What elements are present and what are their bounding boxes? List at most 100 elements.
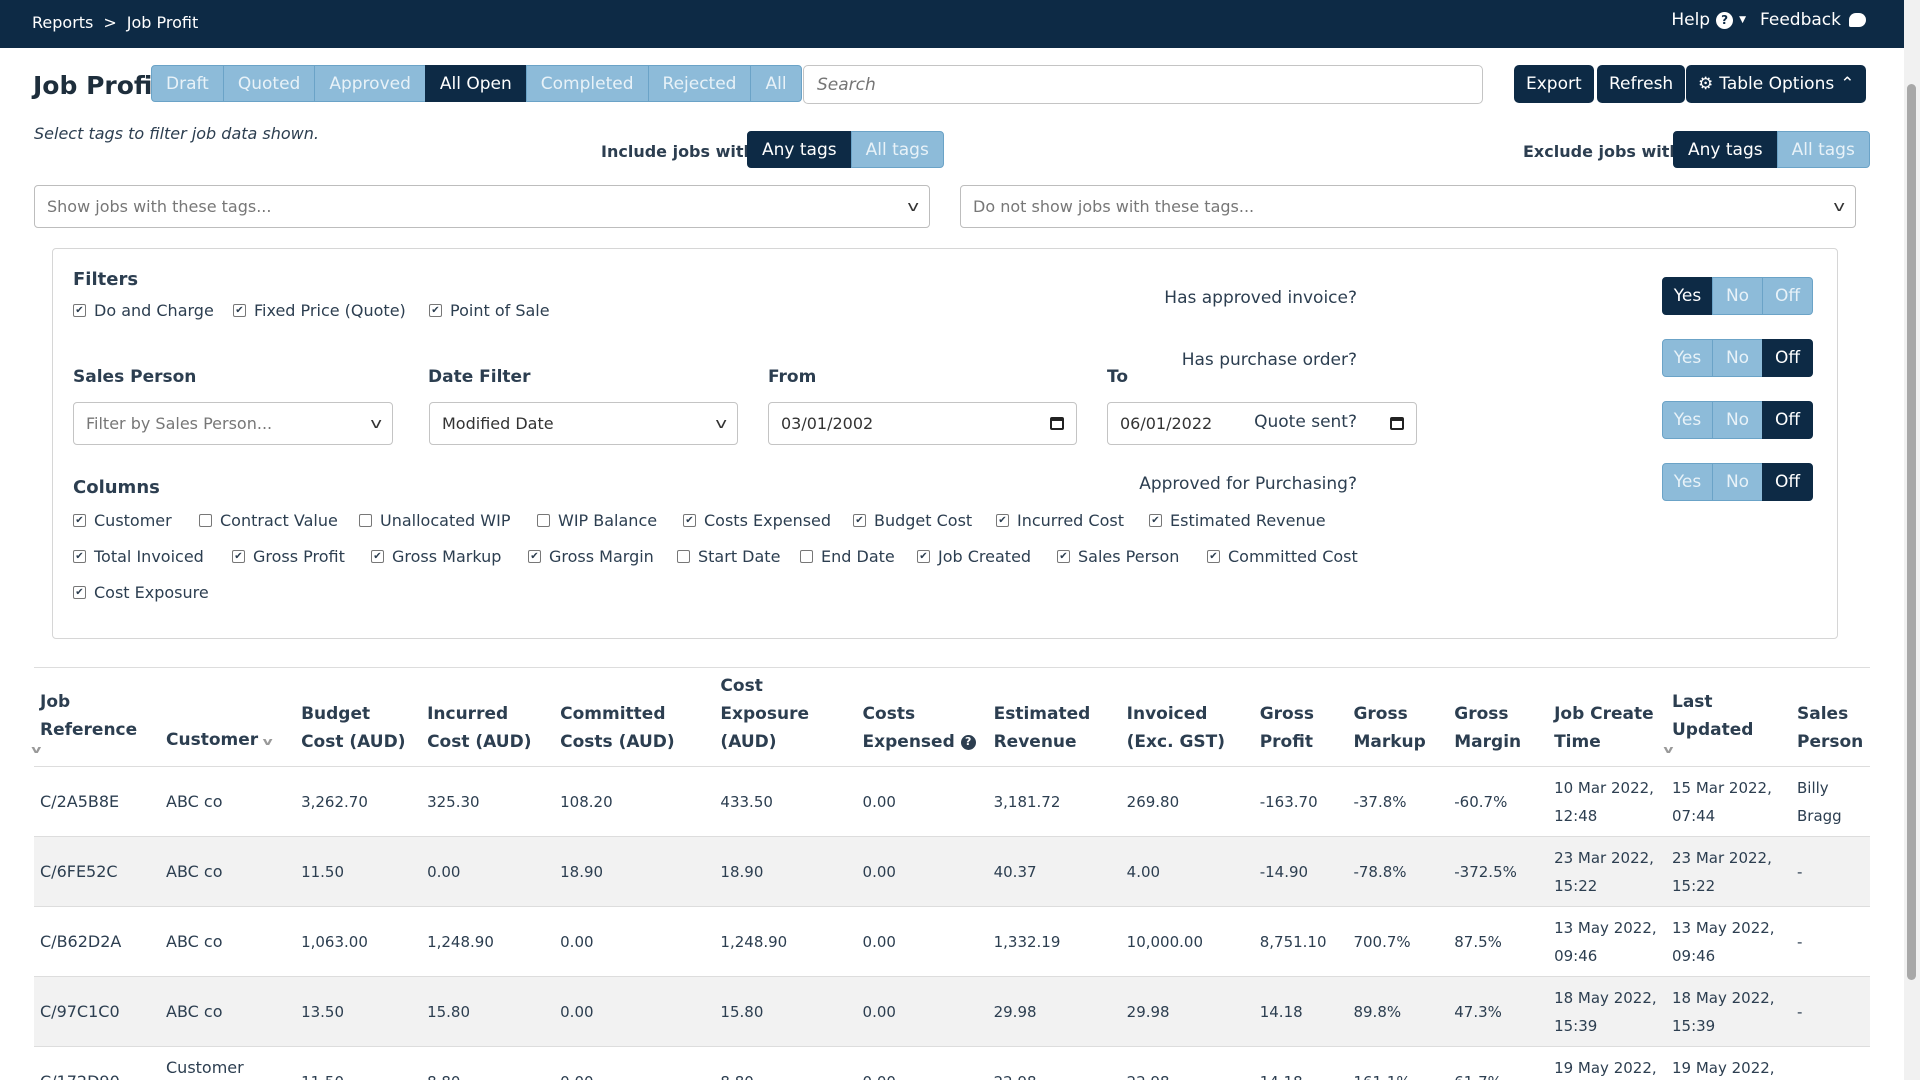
to-date-input[interactable]: 06/01/2022 — [1107, 402, 1417, 445]
table-row[interactable]: C/172D90Customer 0519122911.508.800.008.… — [34, 1046, 1870, 1080]
checkbox-icon[interactable] — [677, 550, 690, 563]
help-link[interactable]: Help — [1671, 10, 1711, 30]
column-budget-cost-checkbox[interactable]: ✔ Budget Cost — [853, 511, 972, 530]
job-type-point-of-sale-checkbox[interactable]: ✔ Point of Sale — [429, 301, 550, 320]
checkbox-icon[interactable]: ✔ — [917, 550, 930, 563]
export-button[interactable]: Export — [1514, 65, 1594, 103]
tab-all[interactable]: All — [750, 65, 802, 102]
column-header-last-updated[interactable]: Last Updated v — [1663, 667, 1791, 767]
checkbox-icon[interactable]: ✔ — [371, 550, 384, 563]
cell-job-reference[interactable]: C/6FE52C — [34, 836, 160, 907]
toggle-option-yes[interactable]: Yes — [1662, 339, 1713, 377]
table-options-button[interactable]: ⚙ Table Options ⌃ — [1686, 65, 1867, 103]
column-header-sales-person[interactable]: Sales Person — [1791, 667, 1870, 767]
toggle-option-yes[interactable]: Yes — [1662, 277, 1713, 315]
checkbox-icon[interactable] — [800, 550, 813, 563]
column-header-gross-profit[interactable]: Gross Profit — [1253, 667, 1348, 767]
column-total-invoiced-checkbox[interactable]: ✔ Total Invoiced — [73, 547, 204, 566]
toggle-option-no[interactable]: No — [1712, 339, 1763, 377]
feedback-link[interactable]: Feedback — [1760, 10, 1841, 30]
column-cost-exposure-checkbox[interactable]: ✔ Cost Exposure — [73, 583, 209, 602]
date-filter-select[interactable]: Modified Date v — [429, 402, 738, 445]
cell-job-reference[interactable]: C/B62D2A — [34, 906, 160, 977]
column-costs-expensed-checkbox[interactable]: ✔ Costs Expensed — [683, 511, 831, 530]
chat-bubble-icon[interactable] — [1849, 13, 1866, 27]
sales-person-select[interactable]: Filter by Sales Person... v — [73, 402, 393, 445]
checkbox-icon[interactable]: ✔ — [73, 586, 86, 599]
sort-chevron-icon[interactable]: v — [31, 743, 42, 756]
column-header-job-reference[interactable]: Job Reference v — [31, 667, 160, 767]
column-gross-margin-checkbox[interactable]: ✔ Gross Margin — [528, 547, 654, 566]
checkbox-icon[interactable]: ✔ — [853, 514, 866, 527]
checkbox-icon[interactable]: ✔ — [1207, 550, 1220, 563]
toggle-option-off[interactable]: Off — [1762, 277, 1813, 315]
table-row[interactable]: C/97C1C0 ABC co 13.50 15.80 0.00 15.80 0.00 29.… — [34, 976, 1870, 1047]
help-icon[interactable]: ? — [960, 734, 976, 750]
column-wip-balance-checkbox[interactable]: WIP Balance — [537, 511, 657, 530]
checkbox-icon[interactable]: ✔ — [73, 514, 86, 527]
column-sales-person-checkbox[interactable]: ✔ Sales Person — [1057, 547, 1179, 566]
column-header-incurred-cost-aud[interactable]: Incurred Cost (AUD) — [421, 667, 555, 767]
include-option-any-tags[interactable]: Any tags — [747, 131, 852, 168]
column-end-date-checkbox[interactable]: End Date — [800, 547, 895, 566]
job-type-do-and-charge-checkbox[interactable]: ✔ Do and Charge — [73, 301, 214, 320]
toggle-option-no[interactable]: No — [1712, 277, 1763, 315]
table-row[interactable]: C/6FE52C ABC co 11.50 0.00 18.90 18.90 0.00 40.… — [34, 836, 1870, 907]
column-header-gross-markup[interactable]: Gross Markup — [1347, 667, 1449, 767]
column-gross-profit-checkbox[interactable]: ✔ Gross Profit — [232, 547, 345, 566]
cell-job-reference[interactable]: C/172D90 — [34, 1046, 160, 1080]
table-row[interactable]: C/B62D2A ABC co 1,063.00 1,248.90 0.00 1,248.… — [34, 906, 1870, 977]
help-icon[interactable]: ? — [1716, 11, 1734, 29]
checkbox-icon[interactable]: ✔ — [1057, 550, 1070, 563]
caret-down-icon[interactable]: ▼ — [1739, 15, 1747, 25]
job-type-fixed-price-quote-checkbox[interactable]: ✔ Fixed Price (Quote) — [233, 301, 406, 320]
checkbox-icon[interactable]: ✔ — [429, 304, 442, 317]
column-header-committed-costs-aud[interactable]: Committed Costs (AUD) — [554, 667, 715, 767]
column-incurred-cost-checkbox[interactable]: ✔ Incurred Cost — [996, 511, 1124, 530]
column-header-gross-margin[interactable]: Gross Margin — [1448, 667, 1549, 767]
tab-completed[interactable]: Completed — [525, 65, 649, 102]
column-header-job-create-time[interactable]: Job Create Time — [1548, 667, 1666, 767]
sort-chevron-icon[interactable]: v — [262, 735, 273, 748]
column-header-invoiced-exc-gst[interactable]: Invoiced (Exc. GST) — [1120, 667, 1254, 767]
checkbox-icon[interactable]: ✔ — [233, 304, 246, 317]
column-header-customer[interactable]: Customer v — [160, 667, 296, 767]
column-unallocated-wip-checkbox[interactable]: Unallocated WIP — [359, 511, 510, 530]
tab-rejected[interactable]: Rejected — [647, 65, 752, 102]
toggle-option-off[interactable]: Off — [1762, 339, 1813, 377]
tab-all-open[interactable]: All Open — [424, 65, 527, 102]
table-row[interactable]: C/2A5B8E ABC co 3,262.70 325.30 108.20 433.50… — [34, 766, 1870, 837]
refresh-button[interactable]: Refresh — [1597, 65, 1686, 103]
sort-chevron-icon[interactable]: v — [1663, 743, 1674, 756]
column-start-date-checkbox[interactable]: Start Date — [677, 547, 780, 566]
toggle-option-no[interactable]: No — [1712, 401, 1763, 439]
column-job-created-checkbox[interactable]: ✔ Job Created — [917, 547, 1031, 566]
include-option-all-tags[interactable]: All tags — [850, 131, 944, 168]
exclude-tags-select[interactable]: Do not show jobs with these tags... v — [960, 185, 1856, 228]
column-header-cost-exposure-aud[interactable]: Cost Exposure (AUD) — [714, 667, 857, 767]
checkbox-icon[interactable]: ✔ — [232, 550, 245, 563]
checkbox-icon[interactable]: ✔ — [73, 304, 86, 317]
checkbox-icon[interactable]: ✔ — [1149, 514, 1162, 527]
scrollbar-thumb[interactable] — [1907, 84, 1916, 980]
checkbox-icon[interactable]: ✔ — [73, 550, 86, 563]
search-input[interactable] — [803, 65, 1483, 104]
toggle-option-no[interactable]: No — [1712, 463, 1763, 501]
exclude-option-all-tags[interactable]: All tags — [1776, 131, 1870, 168]
column-contract-value-checkbox[interactable]: Contract Value — [199, 511, 338, 530]
column-estimated-revenue-checkbox[interactable]: ✔ Estimated Revenue — [1149, 511, 1326, 530]
toggle-option-off[interactable]: Off — [1762, 401, 1813, 439]
column-customer-checkbox[interactable]: ✔ Customer — [73, 511, 172, 530]
exclude-option-any-tags[interactable]: Any tags — [1673, 131, 1778, 168]
column-header-costs-expensed[interactable]: Costs Expensed ? — [856, 667, 988, 767]
checkbox-icon[interactable] — [537, 514, 550, 527]
cell-job-reference[interactable]: C/97C1C0 — [34, 976, 160, 1047]
checkbox-icon[interactable] — [359, 514, 372, 527]
toggle-option-yes[interactable]: Yes — [1662, 401, 1713, 439]
breadcrumb-reports[interactable]: Reports — [32, 13, 94, 32]
include-tags-select[interactable]: Show jobs with these tags... v — [34, 185, 930, 228]
toggle-option-off[interactable]: Off — [1762, 463, 1813, 501]
calendar-icon[interactable] — [1050, 417, 1064, 430]
toggle-option-yes[interactable]: Yes — [1662, 463, 1713, 501]
column-header-budget-cost-aud[interactable]: Budget Cost (AUD) — [295, 667, 422, 767]
